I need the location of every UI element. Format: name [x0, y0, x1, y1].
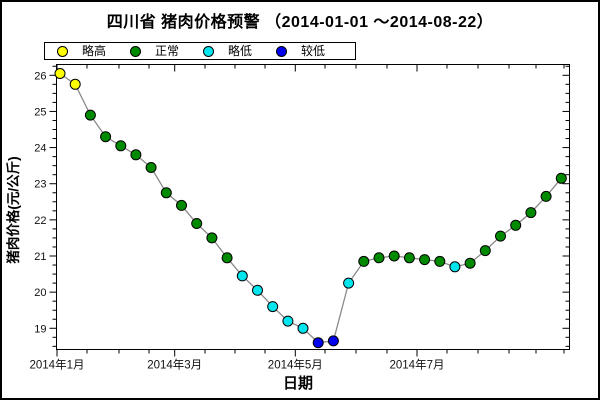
legend-marker-icon — [57, 45, 68, 57]
legend-label: 略低 — [228, 44, 253, 58]
y-tick-label: 20 — [34, 287, 46, 299]
x-tick-label: 2014年7月 — [390, 358, 445, 372]
legend-label: 正常 — [155, 44, 180, 58]
data-point — [403, 252, 415, 264]
data-point — [54, 68, 66, 79]
data-point — [221, 252, 233, 264]
y-tick-labels: 19 20 21 22 23 24 25 26 — [34, 70, 46, 335]
legend-label: 略高 — [82, 44, 107, 58]
axis-ticks — [49, 64, 570, 357]
data-point — [236, 270, 248, 282]
legend-item-4: 较低 — [276, 45, 349, 57]
y-tick-label: 26 — [34, 70, 46, 82]
data-point — [525, 207, 537, 219]
data-point — [510, 219, 522, 231]
data-point — [160, 187, 172, 199]
data-point — [327, 335, 339, 347]
y-tick-label: 24 — [34, 143, 46, 155]
legend-item-1: 略高 — [57, 45, 130, 57]
data-point — [479, 245, 491, 257]
chart-title: 四川省 猪肉价格预警 （2014-01-01 ～2014-08-22） — [106, 14, 494, 31]
data-point — [206, 232, 218, 244]
x-axis-label: 日期 — [283, 374, 313, 392]
data-point — [267, 301, 279, 313]
data-point — [282, 315, 294, 327]
data-point — [130, 149, 142, 161]
data-point — [176, 199, 187, 211]
data-point — [84, 109, 96, 121]
y-tick-label: 23 — [34, 179, 46, 191]
y-axis-label: 猪肉价格(元/公斤) — [5, 156, 21, 263]
data-point — [464, 257, 476, 269]
y-tick-label: 19 — [34, 323, 46, 335]
data-point — [343, 277, 355, 289]
y-tick-label: 21 — [34, 251, 46, 263]
data-point — [252, 284, 263, 296]
legend-item-2: 正常 — [130, 45, 203, 57]
data-point — [495, 230, 506, 242]
data-point — [434, 255, 446, 267]
data-point — [297, 322, 309, 334]
data-point — [191, 218, 203, 229]
data-points — [54, 68, 567, 349]
legend-label: 较低 — [301, 44, 326, 58]
data-point — [555, 172, 567, 184]
legend: 略高 正常 略低 较低 — [44, 42, 356, 60]
plot-area — [56, 64, 570, 350]
data-point — [145, 162, 157, 173]
data-point — [388, 250, 400, 262]
data-point — [100, 131, 112, 143]
y-tick-label: 25 — [34, 106, 46, 118]
data-point — [373, 252, 385, 264]
x-tick-label: 2014年5月 — [268, 358, 323, 372]
series-line — [59, 72, 562, 344]
data-point — [115, 140, 127, 152]
legend-marker-icon — [203, 45, 214, 57]
x-tick-label: 2014年3月 — [147, 358, 202, 372]
legend-marker-icon — [130, 45, 141, 57]
data-point — [358, 255, 370, 267]
data-point — [312, 337, 324, 349]
data-point — [540, 190, 552, 202]
y-tick-label: 22 — [34, 215, 46, 227]
legend-item-3: 略低 — [203, 45, 276, 57]
data-point — [69, 78, 81, 90]
legend-marker-icon — [276, 45, 287, 57]
data-point — [419, 254, 431, 266]
x-tick-labels: 2014年1月 2014年3月 2014年5月 2014年7月 — [30, 358, 445, 372]
x-tick-label: 2014年1月 — [30, 358, 85, 372]
data-point — [449, 261, 461, 273]
